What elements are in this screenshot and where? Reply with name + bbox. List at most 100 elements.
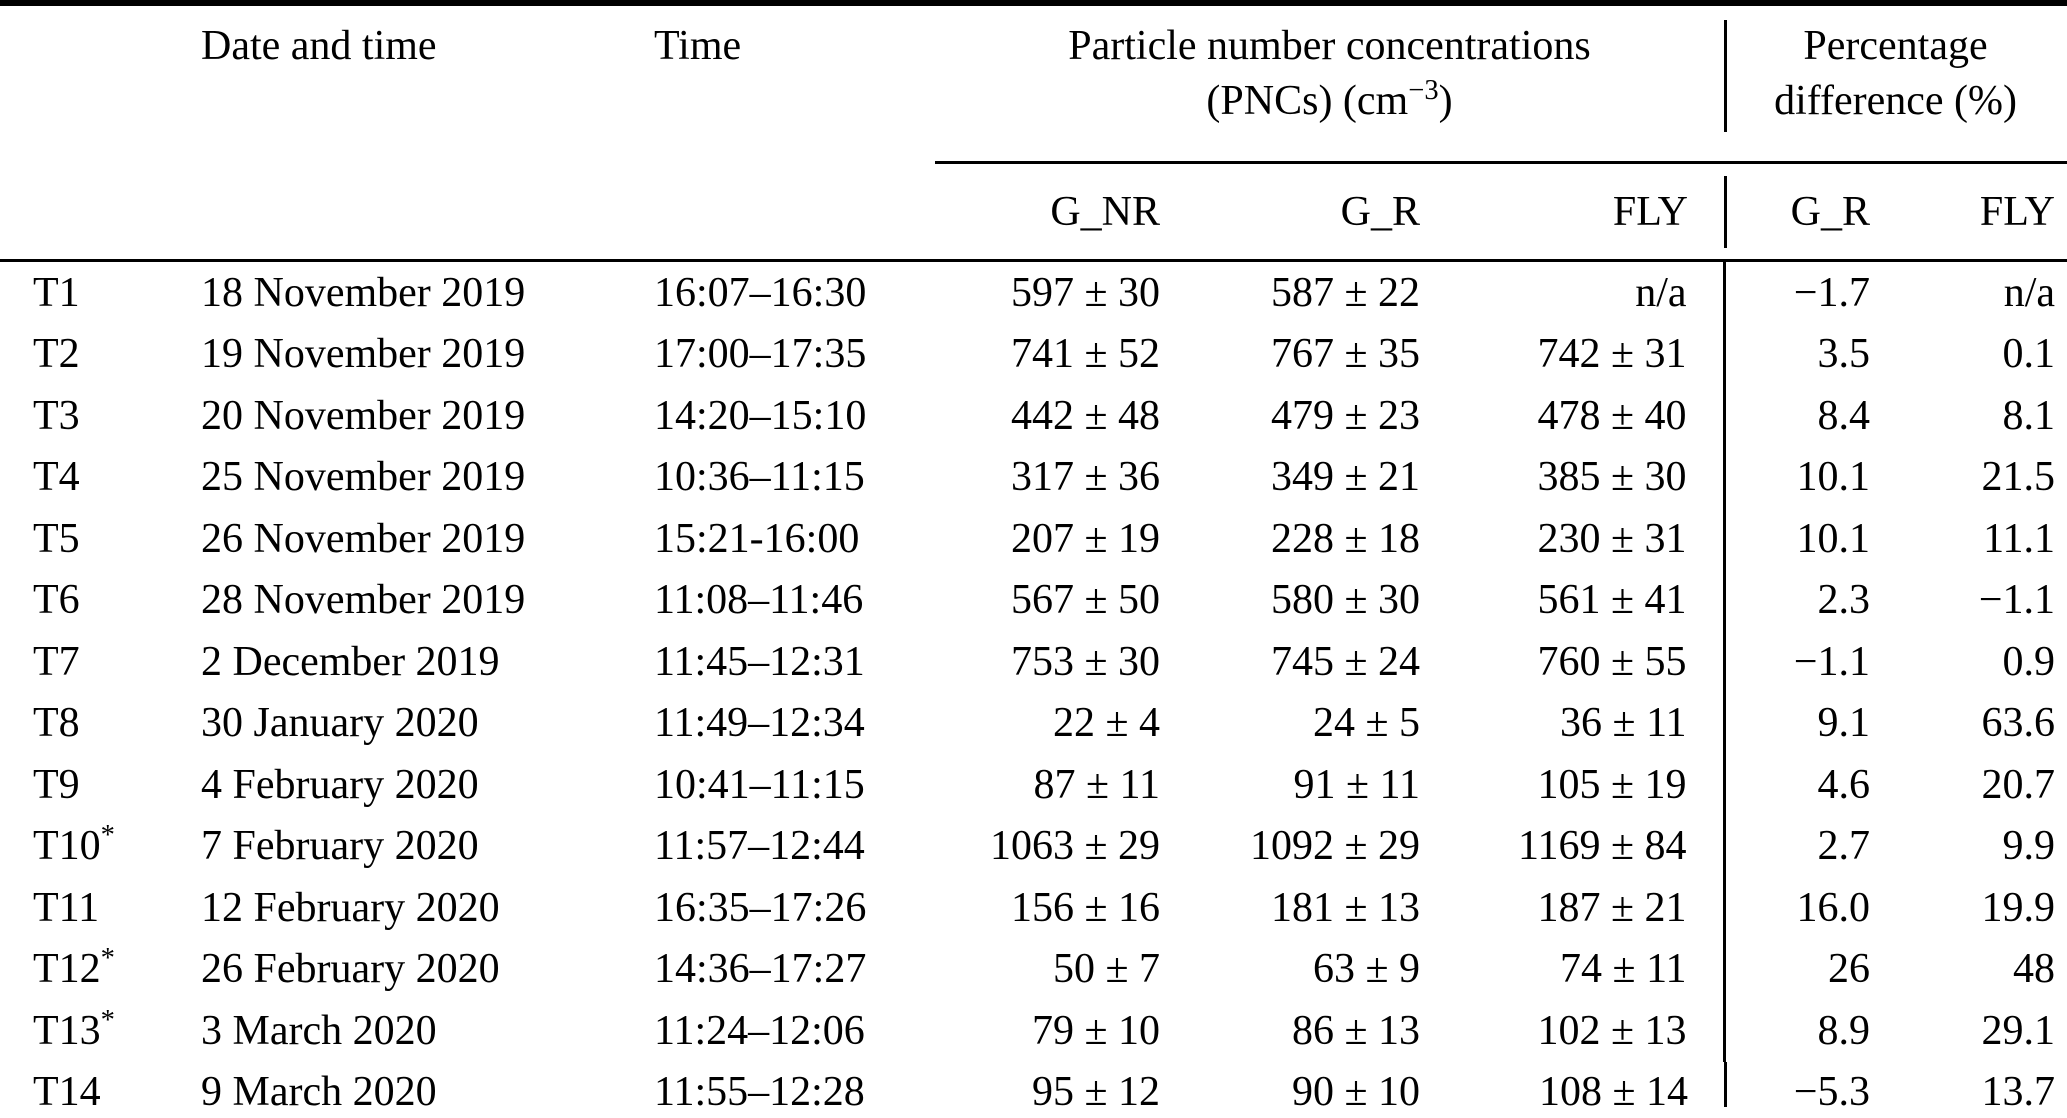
cell-pnc-fly: n/a <box>1635 269 1687 316</box>
table-row: T4 25 November 2019 10:36–11:15 317 ± 36 349… <box>0 446 2067 508</box>
table-body: T1 18 November 2019 16:07–16:30 597 ± 30 587… <box>0 260 2067 1118</box>
table-row: T13* 3 March 2020 11:24–12:06 79 ± 10 86 ± 1… <box>0 1000 2067 1062</box>
cell-transect-id: T3 <box>33 392 80 439</box>
subheader-g-nr: G_NR <box>935 162 1170 262</box>
table-row: T10* 7 February 2020 11:57–12:44 1063 ± 29 1… <box>0 815 2067 877</box>
cell-pnc-g-nr: 22 ± 4 <box>1052 700 1160 747</box>
header-date-and-time: Date and time <box>201 23 437 69</box>
cell-transect-id: T8 <box>33 700 80 747</box>
cell-pnc-g-nr: 87 ± 11 <box>1033 761 1161 808</box>
table-row: T5 26 November 2019 15:21-16:00 207 ± 19 228… <box>0 508 2067 570</box>
cell-pd-g-r: 9.1 <box>1722 692 1881 754</box>
cell-pd-fly: 8.1 <box>2002 392 2056 439</box>
cell-pnc-fly: 36 ± 11 <box>1560 700 1687 747</box>
cell-date: 20 November 2019 <box>201 392 526 439</box>
asterisk-marker: * <box>100 1004 115 1036</box>
cell-pnc-g-r: 767 ± 35 <box>1270 331 1420 378</box>
cell-pd-fly: 0.9 <box>2002 638 2056 685</box>
cell-date: 28 November 2019 <box>201 577 526 624</box>
cell-date: 9 March 2020 <box>201 1069 437 1116</box>
cell-pnc-g-nr: 597 ± 30 <box>1010 269 1160 316</box>
cell-pnc-g-nr: 741 ± 52 <box>1010 331 1160 378</box>
cell-pd-g-r: 10.1 <box>1722 446 1881 508</box>
cell-pnc-fly: 108 ± 14 <box>1538 1069 1689 1116</box>
cell-pnc-g-r: 63 ± 9 <box>1312 946 1420 993</box>
cell-time: 14:36–17:27 <box>654 946 867 993</box>
cell-pnc-fly: 105 ± 19 <box>1537 761 1687 808</box>
cell-time: 10:36–11:15 <box>654 454 865 501</box>
cell-pd-g-r: 2.7 <box>1722 815 1881 877</box>
cell-date: 18 November 2019 <box>201 269 526 316</box>
cell-pd-g-r: 26 <box>1722 938 1881 1000</box>
subheader-fly: FLY <box>1430 162 1725 262</box>
table-row: T14 9 March 2020 11:55–12:28 95 ± 12 90 ± 10… <box>0 1061 2067 1118</box>
cell-pd-g-r: −5.3 <box>1724 1061 1881 1118</box>
cell-time: 11:49–12:34 <box>654 700 865 747</box>
table-row: T11 12 February 2020 16:35–17:26 156 ± 16 18… <box>0 877 2067 939</box>
cell-pd-g-r: −1.1 <box>1722 631 1881 693</box>
cell-pd-g-r: 16.0 <box>1722 877 1881 939</box>
header-pnc-line2: (PNCs) (cm−3) <box>1206 75 1453 124</box>
table-row: T3 20 November 2019 14:20–15:10 442 ± 48 479… <box>0 385 2067 447</box>
cell-pd-fly: 21.5 <box>1981 454 2056 501</box>
cell-pd-g-r: 8.9 <box>1722 1000 1881 1062</box>
cell-transect-id: T5 <box>33 515 80 562</box>
cell-time: 11:45–12:31 <box>654 638 865 685</box>
cell-time: 14:20–15:10 <box>654 392 867 439</box>
cell-pd-g-r: 4.6 <box>1722 754 1881 816</box>
asterisk-marker: * <box>100 943 115 975</box>
cell-transect-id: T10* <box>33 820 115 870</box>
cell-date: 12 February 2020 <box>201 884 500 931</box>
cell-pnc-fly: 561 ± 41 <box>1537 577 1687 624</box>
header-pnc-line1: Particle number concentrations <box>1068 23 1591 69</box>
subheader-pd-fly: FLY <box>1880 162 2067 262</box>
cell-transect-id: T13* <box>33 1004 115 1054</box>
cell-transect-id: T14 <box>33 1069 101 1116</box>
cell-pd-g-r: 2.3 <box>1722 569 1881 631</box>
table-row: T12* 26 February 2020 14:36–17:27 50 ± 7 63 … <box>0 938 2067 1000</box>
cell-pnc-fly: 1169 ± 84 <box>1518 823 1687 870</box>
cell-transect-id: T4 <box>33 454 80 501</box>
cell-date: 3 March 2020 <box>201 1007 437 1054</box>
table-row: T6 28 November 2019 11:08–11:46 567 ± 50 580… <box>0 569 2067 631</box>
cell-date: 26 November 2019 <box>201 515 526 562</box>
cell-pnc-fly: 385 ± 30 <box>1537 454 1687 501</box>
header-time: Time <box>654 23 742 69</box>
cell-pnc-g-r: 91 ± 11 <box>1293 761 1421 808</box>
cell-transect-id: T11 <box>33 884 100 931</box>
cell-transect-id: T9 <box>33 761 80 808</box>
cell-transect-id: T1 <box>33 269 80 316</box>
cell-pd-g-r: 8.4 <box>1722 385 1881 447</box>
sub-header-row: G_NR G_R FLY G_R FLY <box>0 162 2067 262</box>
table-row: T7 2 December 2019 11:45–12:31 753 ± 30 745 … <box>0 631 2067 693</box>
table-row: T2 19 November 2019 17:00–17:35 741 ± 52 767… <box>0 323 2067 385</box>
subheader-id-spacer <box>0 162 180 262</box>
cell-pnc-g-r: 181 ± 13 <box>1270 884 1420 931</box>
header-pct-line1: Percentage <box>1803 23 1988 69</box>
cell-pd-fly: 9.9 <box>2002 823 2056 870</box>
cell-pnc-fly: 230 ± 31 <box>1537 515 1687 562</box>
cell-time: 11:55–12:28 <box>654 1069 865 1116</box>
group-header-row: Date and time Time Particle number conce… <box>0 3 2067 164</box>
cell-pnc-g-r: 587 ± 22 <box>1270 269 1420 316</box>
cell-pnc-g-r: 349 ± 21 <box>1270 454 1420 501</box>
cell-transect-id: T2 <box>33 331 80 378</box>
cell-pnc-g-nr: 442 ± 48 <box>1010 392 1160 439</box>
subheader-time-spacer <box>640 162 935 262</box>
cell-time: 11:57–12:44 <box>654 823 865 870</box>
cell-pd-fly: 19.9 <box>1981 884 2056 931</box>
cell-transect-id: T6 <box>33 577 80 624</box>
cell-pnc-fly: 187 ± 21 <box>1537 884 1687 931</box>
cell-pd-g-r: −1.7 <box>1722 260 1881 324</box>
cell-pnc-g-nr: 207 ± 19 <box>1010 515 1160 562</box>
cell-date: 19 November 2019 <box>201 331 526 378</box>
cell-pd-fly: 29.1 <box>1981 1007 2056 1054</box>
cell-pnc-g-nr: 50 ± 7 <box>1052 946 1160 993</box>
cell-pnc-fly: 102 ± 13 <box>1537 1007 1687 1054</box>
cell-time: 11:08–11:46 <box>654 577 864 624</box>
table-header: Date and time Time Particle number conce… <box>0 3 2067 262</box>
cell-time: 17:00–17:35 <box>654 331 867 378</box>
cell-date: 7 February 2020 <box>201 823 479 870</box>
cell-pd-fly: 20.7 <box>1981 761 2056 808</box>
cell-pd-fly: −1.1 <box>1978 577 2056 624</box>
